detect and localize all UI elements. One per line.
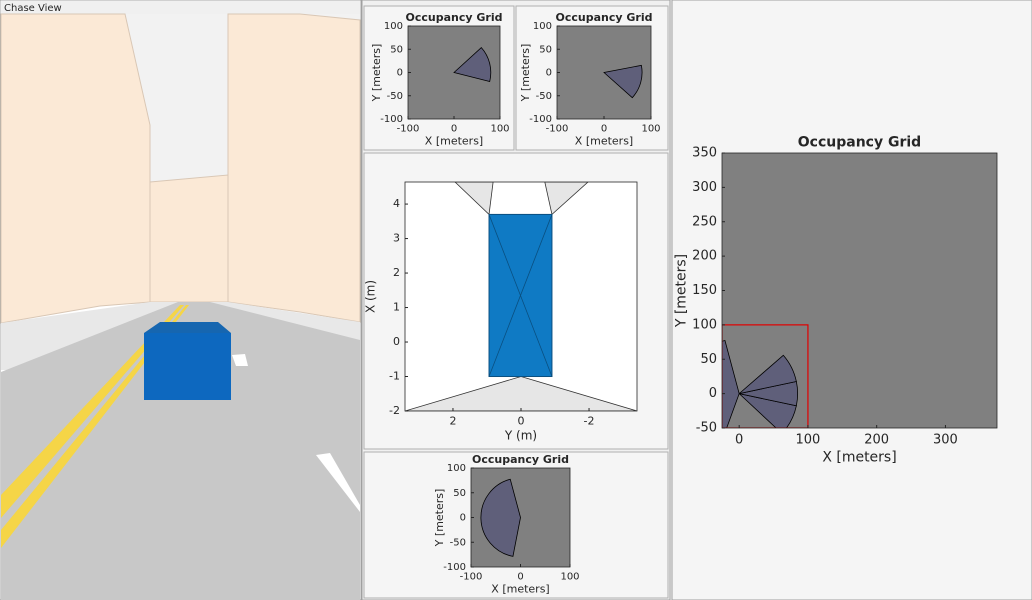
building <box>0 13 151 324</box>
y-tick-label: -50 <box>450 537 466 548</box>
y-axis-label: Y [meters] <box>519 44 532 103</box>
y-tick-label: 50 <box>390 44 403 55</box>
axes-title: Occupancy Grid <box>556 11 653 24</box>
y-tick-label: -50 <box>696 421 717 436</box>
coverage-area <box>454 182 494 216</box>
y-tick-label: -100 <box>380 114 403 125</box>
vehicle-diagonals <box>488 214 553 377</box>
x-tick-label: 0 <box>601 124 607 135</box>
x-tick-label: 100 <box>490 124 509 135</box>
x-tick-label: 0 <box>735 433 743 448</box>
y-tick-label: -50 <box>536 91 552 102</box>
highlight-rect <box>722 324 809 428</box>
y-axis-label: Y [meters] <box>433 489 446 548</box>
panel-title: Chase View <box>4 3 62 14</box>
y-tick-label: 350 <box>692 146 717 161</box>
y-tick-label: 0 <box>393 335 400 348</box>
y-axis-label: Y [meters] <box>370 44 383 103</box>
x-axis-label: X [meters] <box>491 583 549 596</box>
building <box>149 174 229 303</box>
y-tick-label: 100 <box>692 317 717 332</box>
axes-title: Occupancy Grid <box>798 135 921 151</box>
axes-title: Occupancy Grid <box>406 11 503 24</box>
y-tick-label: 250 <box>692 214 717 229</box>
y-tick-label: 50 <box>700 352 717 367</box>
panel-title-bar <box>1 1 360 14</box>
x-tick-label: 0 <box>451 124 457 135</box>
plot-area <box>453 47 492 82</box>
axes-title: Occupancy Grid <box>472 453 569 466</box>
x-tick-label: 0 <box>518 414 525 427</box>
y-tick-label: -100 <box>443 562 466 573</box>
coverage-area <box>544 182 589 216</box>
y-tick-label: 3 <box>393 232 400 245</box>
y-tick-label: 100 <box>533 21 552 32</box>
sector <box>480 478 521 557</box>
y-tick-label: 100 <box>384 21 403 32</box>
lane-marking <box>316 453 360 512</box>
x-tick-label: 100 <box>641 124 660 135</box>
coverage-area <box>405 376 637 411</box>
y-tick-label: 0 <box>709 386 717 401</box>
x-axis-label: X [meters] <box>575 135 633 148</box>
y-tick-label: 100 <box>447 463 466 474</box>
lane-marking <box>1 305 189 548</box>
x-tick-label: -2 <box>584 414 595 427</box>
plot-area <box>405 182 637 411</box>
plot-area <box>603 64 643 99</box>
lane-marking <box>1 305 184 518</box>
lane-marking <box>232 354 248 366</box>
chase-scene <box>0 13 361 600</box>
x-tick-label: -100 <box>397 124 420 135</box>
sector <box>603 64 643 99</box>
y-tick-label: -50 <box>387 91 403 102</box>
vehicle-top <box>144 322 231 333</box>
sector <box>453 47 492 82</box>
x-tick-label: 200 <box>864 433 889 448</box>
x-tick-label: 100 <box>560 572 579 583</box>
x-tick-label: 100 <box>796 433 821 448</box>
x-tick-label: -100 <box>460 572 483 583</box>
x-tick-label: 0 <box>517 572 523 583</box>
y-tick-label: 0 <box>460 513 466 524</box>
y-tick-label: 0 <box>546 68 552 79</box>
vehicle-body <box>144 333 231 400</box>
y-axis-label: X (m) <box>363 280 377 313</box>
sector <box>722 340 740 428</box>
y-tick-label: 150 <box>692 283 717 298</box>
y-tick-label: 50 <box>539 44 552 55</box>
plot-area <box>722 324 809 428</box>
building <box>227 13 361 323</box>
y-tick-label: 300 <box>692 180 717 195</box>
x-tick-label: -100 <box>546 124 569 135</box>
y-tick-label: 1 <box>393 301 400 314</box>
x-axis-label: X [meters] <box>822 449 896 465</box>
x-tick-label: 2 <box>449 414 456 427</box>
y-tick-label: -100 <box>529 114 552 125</box>
y-tick-label: 0 <box>397 68 403 79</box>
plot-area <box>480 478 521 557</box>
x-axis-label: Y (m) <box>504 428 537 442</box>
y-tick-label: -2 <box>389 404 400 417</box>
x-axis-label: X [meters] <box>425 135 483 148</box>
x-tick-label: 300 <box>933 433 958 448</box>
y-tick-label: 200 <box>692 249 717 264</box>
y-axis-label: Y [meters] <box>674 254 690 328</box>
sector <box>737 354 797 395</box>
y-tick-label: -1 <box>389 370 400 383</box>
y-tick-label: 2 <box>393 266 400 279</box>
y-tick-label: 50 <box>453 488 466 499</box>
y-tick-label: 4 <box>393 197 400 210</box>
road <box>1 302 360 600</box>
